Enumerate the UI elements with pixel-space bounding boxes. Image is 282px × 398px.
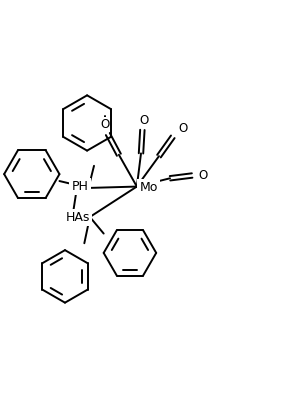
Text: O: O xyxy=(178,121,188,135)
Text: PH: PH xyxy=(72,180,89,193)
Text: O: O xyxy=(198,169,208,182)
Text: O: O xyxy=(139,113,148,127)
Text: HAs: HAs xyxy=(65,211,90,224)
Text: Mo: Mo xyxy=(140,181,158,195)
Text: O: O xyxy=(100,118,110,131)
